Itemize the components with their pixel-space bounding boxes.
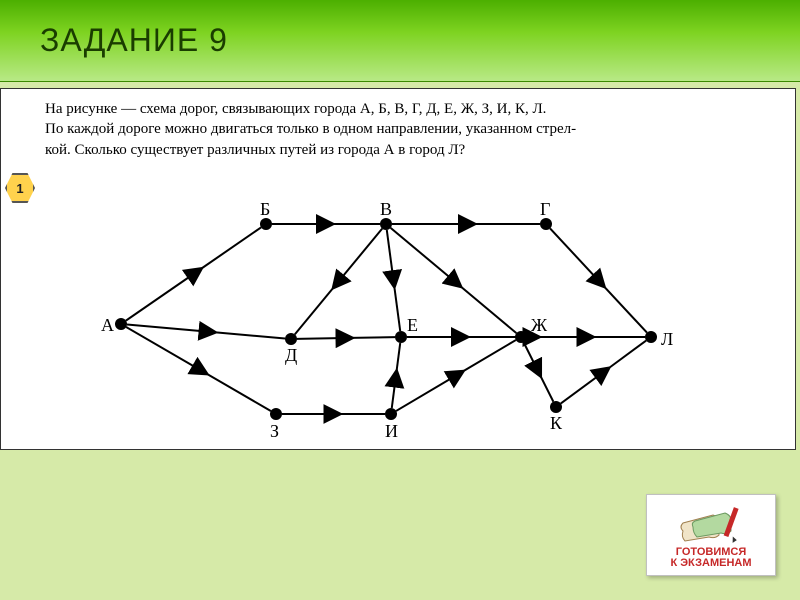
content-area: 1 На рисунке — схема дорог, связывающих … xyxy=(0,82,800,600)
svg-text:В: В xyxy=(380,199,392,219)
svg-text:И: И xyxy=(385,421,398,441)
svg-text:Л: Л xyxy=(661,329,673,349)
svg-text:А: А xyxy=(101,315,114,335)
svg-text:Б: Б xyxy=(260,199,270,219)
svg-text:Д: Д xyxy=(285,345,297,365)
road-graph: А Б В Г Д Е Ж З И К Л xyxy=(1,89,797,449)
svg-text:Г: Г xyxy=(540,199,550,219)
exam-prep-badge: ГОТОВИМСЯ К ЭКЗАМЕНАМ xyxy=(646,494,776,576)
books-pencil-icon xyxy=(671,501,751,547)
svg-text:З: З xyxy=(270,421,279,441)
problem-panel: 1 На рисунке — схема дорог, связывающих … xyxy=(0,88,796,450)
svg-text:К: К xyxy=(550,413,563,433)
svg-text:Е: Е xyxy=(407,315,418,335)
slide-title: ЗАДАНИЕ 9 xyxy=(40,22,228,59)
badge-label-line-2: К ЭКЗАМЕНАМ xyxy=(670,558,751,569)
svg-text:Ж: Ж xyxy=(531,315,548,335)
task-number: 1 xyxy=(16,181,23,196)
slide-header: ЗАДАНИЕ 9 xyxy=(0,0,800,82)
